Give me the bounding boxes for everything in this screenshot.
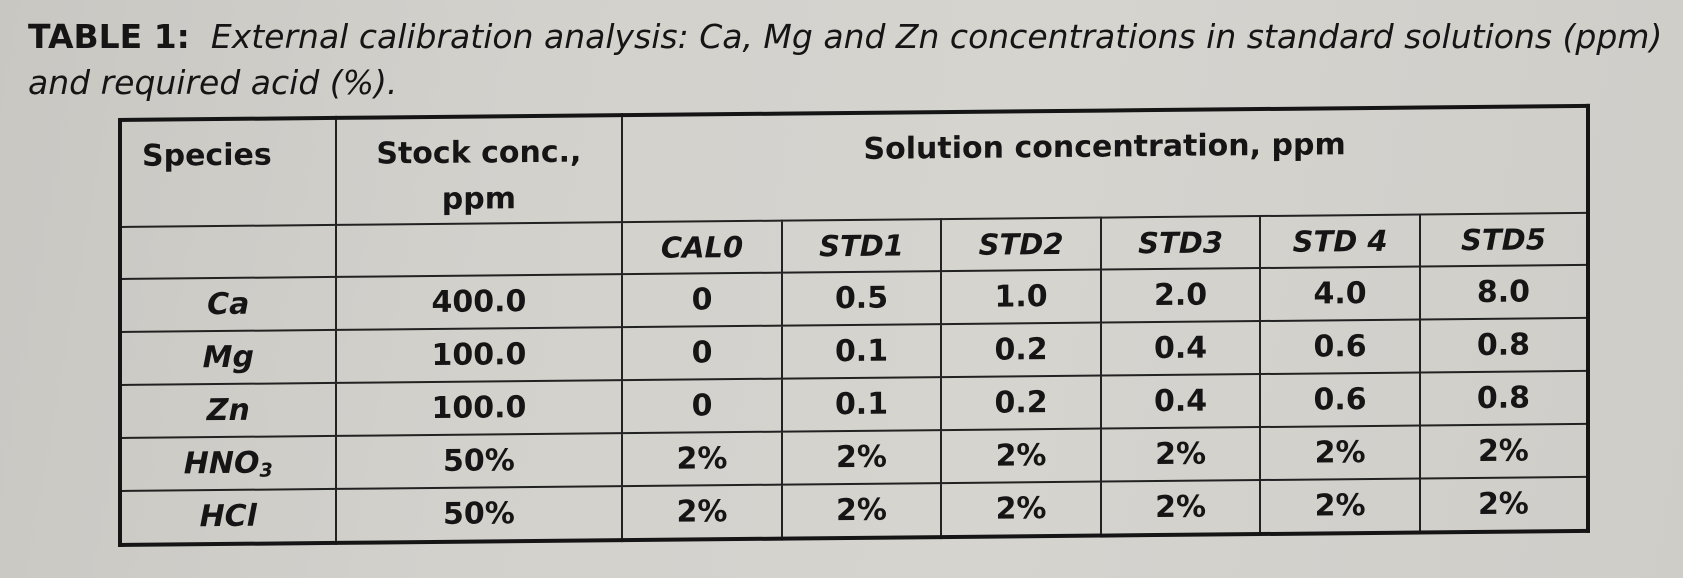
solution-value-cell: 1.0 bbox=[941, 269, 1101, 325]
header-row: Species Stock conc., ppm Solution concent… bbox=[120, 105, 1588, 227]
solution-value-cell: 2% bbox=[1419, 423, 1588, 479]
stock-conc-cell: 50% bbox=[335, 486, 623, 543]
solution-value-cell: 0 bbox=[622, 272, 782, 328]
species-cell: Mg bbox=[120, 329, 336, 385]
solution-value-cell: 4.0 bbox=[1260, 266, 1420, 322]
solution-value-cell: 2% bbox=[1419, 476, 1588, 533]
calibration-table: Species Stock conc., ppm Solution concent… bbox=[118, 103, 1590, 547]
standard-header: STD3 bbox=[1100, 216, 1261, 270]
solution-value-cell: 2% bbox=[622, 431, 782, 487]
solution-value-cell: 2.0 bbox=[1100, 268, 1261, 323]
solution-value-cell: 0.5 bbox=[781, 271, 942, 326]
caption-text: External calibration analysis: Ca, Mg an… bbox=[28, 17, 1663, 102]
solution-value-cell: 0.6 bbox=[1260, 372, 1420, 428]
table-body: Ca 400.0 0 0.5 1.0 2.0 4.0 8.0 Mg 100.0 0 0.1 0.2 0.4… bbox=[120, 264, 1588, 545]
solution-value-cell: 8.0 bbox=[1419, 264, 1588, 320]
solution-concentration-header: Solution concentration, ppm bbox=[622, 105, 1588, 223]
solution-value-cell: 0 bbox=[622, 325, 782, 381]
solution-value-cell: 2% bbox=[941, 481, 1101, 538]
stock-conc-header: Stock conc., ppm bbox=[335, 115, 623, 225]
standard-header: STD 4 bbox=[1260, 214, 1420, 269]
species-cell: Ca bbox=[120, 276, 336, 332]
solution-value-cell: 0.8 bbox=[1419, 370, 1588, 426]
stock-conc-cell: 400.0 bbox=[335, 274, 623, 330]
species-name: HCl bbox=[199, 498, 257, 535]
solution-value-cell: 0.2 bbox=[941, 322, 1101, 378]
species-name: Mg bbox=[202, 339, 254, 376]
caption-label: TABLE 1: bbox=[28, 17, 190, 56]
solution-value-cell: 2% bbox=[1260, 425, 1420, 481]
table-caption: TABLE 1: External calibration analysis: … bbox=[28, 14, 1668, 106]
species-cell: HCl bbox=[120, 488, 336, 545]
solution-value-cell: 0.2 bbox=[941, 375, 1101, 431]
blank-cell bbox=[120, 224, 336, 279]
solution-value-cell: 2% bbox=[781, 483, 942, 539]
solution-value-cell: 0.1 bbox=[781, 377, 942, 432]
solution-value-cell: 2% bbox=[941, 428, 1101, 484]
species-name: HNO bbox=[183, 445, 260, 481]
stock-conc-header-line1: Stock conc., bbox=[376, 134, 582, 172]
standard-header: STD5 bbox=[1419, 212, 1588, 267]
species-cell: Zn bbox=[120, 382, 336, 438]
solution-value-cell: 0.4 bbox=[1100, 374, 1261, 429]
solution-value-cell: 0 bbox=[622, 378, 782, 434]
species-name: Zn bbox=[206, 392, 250, 429]
stock-conc-header-line2: ppm bbox=[441, 181, 517, 217]
solution-value-cell: 0.6 bbox=[1260, 319, 1420, 375]
standard-header: CAL0 bbox=[622, 220, 782, 275]
stock-conc-cell: 100.0 bbox=[335, 327, 623, 383]
species-header: Species bbox=[120, 117, 336, 227]
species-subscript: 3 bbox=[259, 459, 273, 482]
solution-value-cell: 2% bbox=[781, 430, 942, 485]
solution-value-cell: 2% bbox=[1260, 478, 1420, 535]
calibration-table-container: Species Stock conc., ppm Solution concent… bbox=[118, 103, 1590, 547]
stock-conc-cell: 50% bbox=[335, 433, 623, 489]
solution-value-cell: 0.8 bbox=[1419, 317, 1588, 373]
solution-value-cell: 2% bbox=[1100, 427, 1261, 482]
standard-header: STD1 bbox=[781, 219, 942, 273]
solution-value-cell: 0.1 bbox=[781, 324, 942, 379]
solution-value-cell: 2% bbox=[622, 484, 782, 541]
standard-header: STD2 bbox=[941, 217, 1101, 272]
stock-conc-cell: 100.0 bbox=[335, 380, 623, 436]
solution-value-cell: 0.4 bbox=[1100, 321, 1261, 376]
blank-cell bbox=[335, 222, 623, 277]
solution-value-cell: 2% bbox=[1100, 480, 1261, 536]
species-name: Ca bbox=[207, 286, 250, 323]
species-cell: HNO3 bbox=[120, 435, 336, 491]
